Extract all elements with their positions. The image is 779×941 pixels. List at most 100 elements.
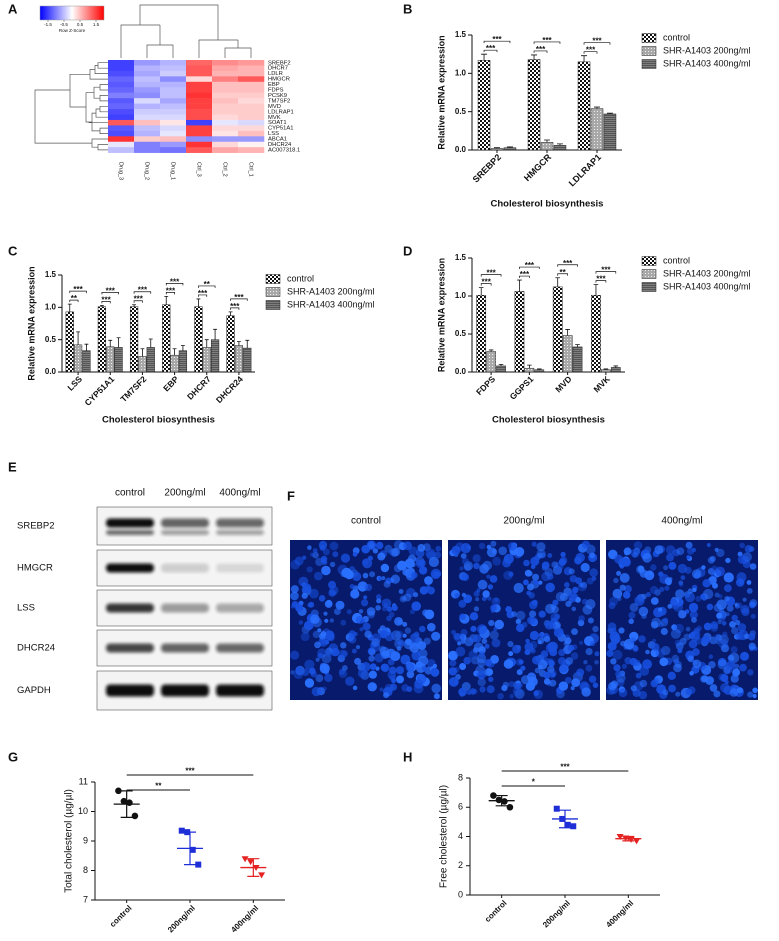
cell-nucleus [299, 600, 304, 606]
cell-nucleus [417, 544, 426, 552]
cell-nucleus [624, 657, 632, 665]
significance-bracket [69, 299, 79, 303]
blot-band [106, 684, 154, 697]
cell-nucleus [610, 658, 617, 665]
cell-nucleus [533, 690, 540, 696]
cell-nucleus [310, 614, 320, 624]
cell-nucleus [720, 644, 730, 653]
significance-bracket [519, 266, 540, 270]
cell-nucleus [685, 626, 691, 632]
cell-nucleus [435, 545, 442, 552]
bar [486, 351, 496, 373]
cell-nucleus [413, 631, 420, 638]
legend-label: SHR-A1403 200ng/ml [663, 45, 751, 55]
significance-label: *** [106, 286, 116, 295]
cell-nucleus [427, 622, 436, 632]
error-bar [506, 146, 513, 148]
bar [503, 147, 517, 151]
significance-bracket [480, 274, 502, 277]
cell-nucleus [508, 571, 514, 577]
cell-nucleus [405, 662, 415, 673]
cell-nucleus [549, 679, 557, 687]
cell-nucleus [722, 631, 728, 637]
cell-nucleus [393, 540, 404, 550]
cell-nucleus [308, 601, 315, 608]
significance-bracket [533, 50, 548, 53]
bar [138, 356, 147, 373]
heatmap-cell [160, 125, 187, 132]
cell-nucleus [419, 625, 426, 633]
cell-nucleus [508, 542, 517, 551]
cell-nucleus [592, 682, 599, 688]
row-label: LDLR [268, 71, 283, 77]
y-tick-label: 9 [83, 835, 88, 845]
cell-nucleus [629, 631, 639, 642]
blot-band [216, 684, 264, 697]
cell-nucleus [290, 585, 299, 594]
bar [162, 304, 171, 373]
heatmap-cell [212, 81, 239, 88]
cell-nucleus [477, 624, 488, 635]
cell-nucleus [717, 659, 728, 670]
cell-nucleus [737, 554, 747, 564]
cell-nucleus [512, 686, 523, 696]
cell-nucleus [329, 541, 339, 551]
cell-nucleus [488, 676, 494, 682]
cell-nucleus [375, 541, 384, 550]
cell-nucleus [700, 593, 706, 600]
cell-nucleus [471, 688, 478, 695]
cell-nucleus [549, 622, 556, 630]
heatmap-cell [238, 65, 265, 72]
cell-nucleus [687, 547, 695, 555]
cell-nucleus [318, 595, 326, 602]
cell-nucleus [611, 634, 621, 644]
heatmap-cell [108, 125, 135, 132]
cell-nucleus [536, 549, 546, 559]
x-tick-label: 400ng/ml [604, 899, 635, 930]
cell-nucleus [513, 582, 524, 594]
cell-nucleus [638, 690, 648, 700]
heatmap-cell [238, 136, 265, 143]
cell-nucleus [466, 690, 472, 695]
cell-nucleus [481, 638, 488, 644]
heatmap-cell [134, 147, 161, 153]
cell-nucleus [324, 673, 333, 683]
point [178, 827, 185, 834]
cell-nucleus [534, 554, 541, 561]
significance-label: *** [486, 44, 496, 53]
cell-nucleus [463, 594, 473, 604]
significance-bracket [583, 42, 611, 45]
heatmap-cell [186, 76, 213, 83]
cell-nucleus [708, 661, 716, 669]
heatmap-cell [160, 92, 187, 99]
cell-nucleus [402, 621, 408, 627]
heatmap-cell [186, 119, 213, 126]
cell-nucleus [744, 545, 753, 553]
cell-nucleus [748, 633, 756, 641]
significance-label: *** [520, 270, 530, 279]
cell-nucleus [720, 674, 729, 682]
point [559, 815, 566, 822]
x-tick-label: DHCR7 [185, 374, 213, 402]
blot-band [216, 563, 264, 573]
cell-nucleus [331, 647, 340, 657]
cell-nucleus [658, 571, 664, 577]
heatmap-cell [134, 81, 161, 88]
heatmap-cell [160, 60, 187, 66]
cell-nucleus [709, 684, 718, 692]
x-tick-label: MVD [553, 374, 573, 394]
cell-nucleus [550, 671, 556, 678]
cell-nucleus [477, 678, 486, 687]
cell-nucleus [618, 688, 628, 698]
cell-nucleus [323, 611, 328, 616]
cell-nucleus [538, 632, 544, 638]
cell-nucleus [646, 592, 651, 597]
cell-nucleus [306, 566, 313, 573]
x-tick-label: DHCR24 [214, 374, 245, 405]
cell-nucleus [583, 660, 588, 665]
cell-nucleus [667, 604, 673, 609]
color-key [39, 5, 105, 21]
heatmap-cell [238, 125, 265, 132]
error-bar [555, 277, 561, 287]
cell-nucleus [472, 647, 479, 653]
